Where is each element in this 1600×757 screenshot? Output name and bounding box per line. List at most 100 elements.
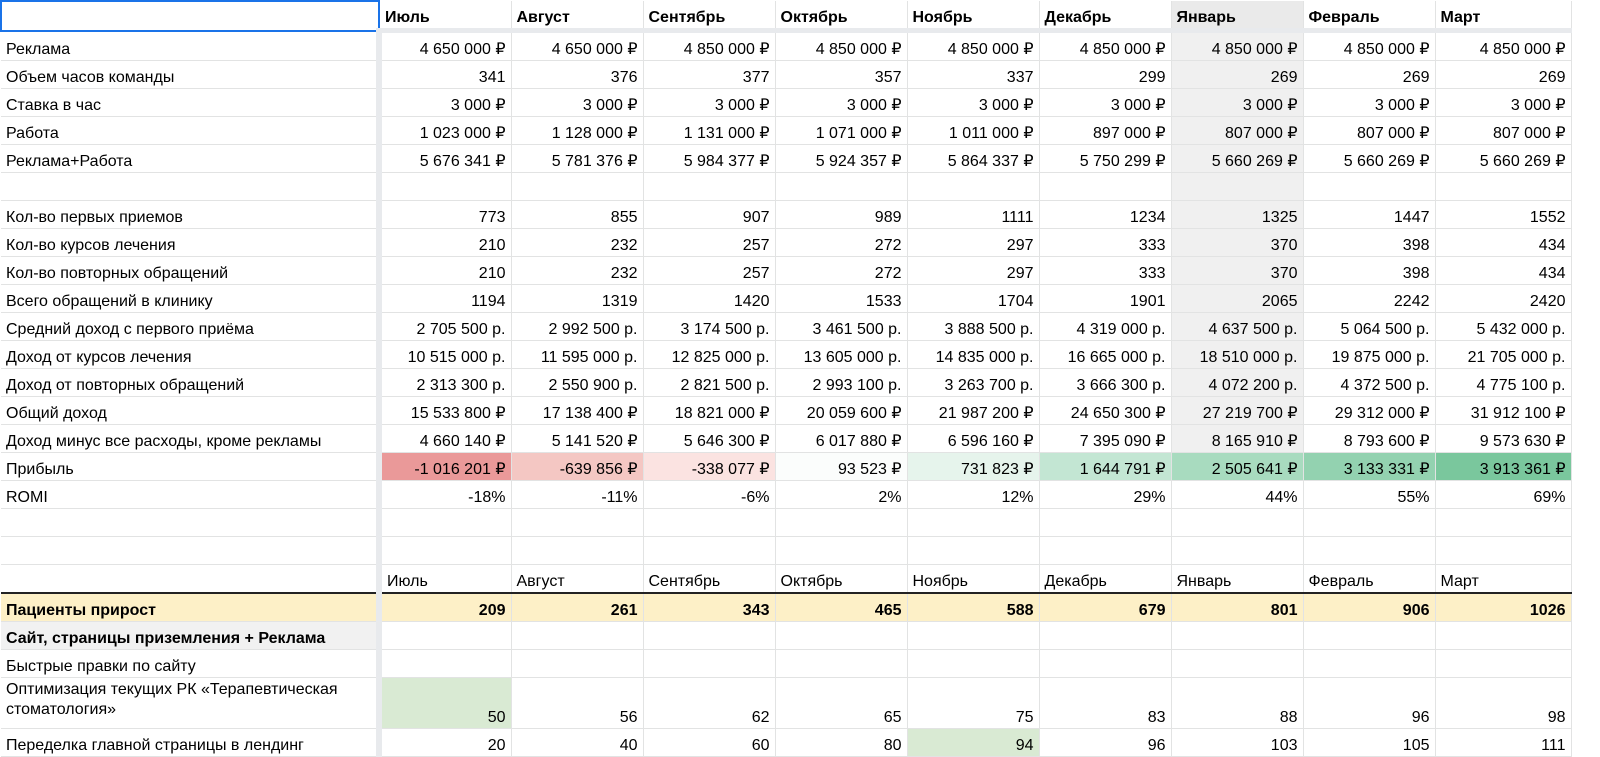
value-cell[interactable]: 1552: [1435, 200, 1572, 229]
value-cell[interactable]: 5 924 357 ₽: [775, 144, 908, 173]
value-cell[interactable]: 16 665 000 р.: [1039, 340, 1172, 369]
value-cell[interactable]: 376: [511, 60, 644, 89]
row-label[interactable]: Кол-во повторных обращений: [1, 256, 382, 285]
empty-cell[interactable]: [1435, 536, 1572, 565]
empty-cell[interactable]: [379, 621, 512, 650]
value-cell[interactable]: 13 605 000 р.: [775, 340, 908, 369]
profit-cell[interactable]: -338 077 ₽: [643, 452, 776, 481]
romi-cell[interactable]: 69%: [1435, 480, 1572, 509]
value-cell[interactable]: 20 059 600 ₽: [775, 396, 908, 425]
row-label[interactable]: Переделка главной страницы в лендинг: [1, 728, 382, 757]
value-cell[interactable]: 19 875 000 р.: [1303, 340, 1436, 369]
value-cell[interactable]: 29 312 000 ₽: [1303, 396, 1436, 425]
growth-cell[interactable]: 1026: [1435, 592, 1572, 622]
empty-cell[interactable]: [1303, 508, 1436, 537]
empty-cell[interactable]: [907, 172, 1040, 201]
value-cell[interactable]: 7 395 090 ₽: [1039, 424, 1172, 453]
value-cell[interactable]: 4 775 100 р.: [1435, 368, 1572, 397]
value-cell[interactable]: 5 660 269 ₽: [1303, 144, 1436, 173]
value-cell[interactable]: 1 071 000 ₽: [775, 116, 908, 145]
value-cell[interactable]: 3 000 ₽: [1435, 88, 1572, 117]
value-cell[interactable]: 5 984 377 ₽: [643, 144, 776, 173]
value-cell[interactable]: 257: [643, 256, 776, 285]
value-cell[interactable]: 5 781 376 ₽: [511, 144, 644, 173]
value-cell[interactable]: 105: [1303, 728, 1436, 757]
empty-cell[interactable]: [379, 172, 512, 201]
empty-cell[interactable]: [1039, 649, 1172, 678]
section-label[interactable]: Сайт, страницы приземления + Реклама: [1, 621, 382, 650]
value-cell[interactable]: 1420: [643, 284, 776, 313]
profit-cell[interactable]: 731 823 ₽: [907, 452, 1040, 481]
empty-cell[interactable]: [907, 508, 1040, 537]
value-cell[interactable]: 807 000 ₽: [1435, 116, 1572, 145]
value-cell[interactable]: 21 705 000 р.: [1435, 340, 1572, 369]
value-cell[interactable]: 2 992 500 р.: [511, 312, 644, 341]
empty-cell[interactable]: [643, 621, 776, 650]
romi-cell[interactable]: -11%: [511, 480, 644, 509]
empty-cell[interactable]: [643, 508, 776, 537]
value-cell[interactable]: 56: [511, 677, 644, 729]
value-cell[interactable]: 5 864 337 ₽: [907, 144, 1040, 173]
value-cell[interactable]: 3 000 ₽: [1303, 88, 1436, 117]
empty-cell[interactable]: [1, 172, 382, 201]
value-cell[interactable]: 4 650 000 ₽: [379, 30, 512, 61]
empty-cell[interactable]: [907, 649, 1040, 678]
value-cell[interactable]: 98: [1435, 677, 1572, 729]
value-cell[interactable]: 5 646 300 ₽: [643, 424, 776, 453]
romi-cell[interactable]: 12%: [907, 480, 1040, 509]
row-label[interactable]: Объем часов команды: [1, 60, 382, 89]
value-cell[interactable]: 111: [1435, 728, 1572, 757]
value-cell[interactable]: 377: [643, 60, 776, 89]
empty-cell[interactable]: [1, 564, 382, 594]
empty-cell[interactable]: [1435, 649, 1572, 678]
value-cell[interactable]: 2 313 300 р.: [379, 368, 512, 397]
value-cell[interactable]: 398: [1303, 228, 1436, 257]
value-cell[interactable]: 257: [643, 228, 776, 257]
row-label[interactable]: Пациенты прирост: [1, 592, 382, 622]
value-cell[interactable]: 17 138 400 ₽: [511, 396, 644, 425]
value-cell[interactable]: 807 000 ₽: [1171, 116, 1304, 145]
value-cell[interactable]: 88: [1171, 677, 1304, 729]
value-cell[interactable]: 269: [1435, 60, 1572, 89]
row-label[interactable]: Доход от курсов лечения: [1, 340, 382, 369]
row-label[interactable]: Доход от повторных обращений: [1, 368, 382, 397]
empty-cell[interactable]: [1, 508, 382, 537]
growth-cell[interactable]: 801: [1171, 592, 1304, 622]
value-cell[interactable]: 3 000 ₽: [643, 88, 776, 117]
empty-cell[interactable]: [1039, 172, 1172, 201]
value-cell[interactable]: 4 372 500 р.: [1303, 368, 1436, 397]
empty-cell[interactable]: [511, 536, 644, 565]
selected-cell[interactable]: [0, 0, 380, 32]
month-subheader[interactable]: Март: [1435, 564, 1572, 594]
value-cell[interactable]: 94: [907, 728, 1040, 757]
value-cell[interactable]: 337: [907, 60, 1040, 89]
value-cell[interactable]: 4 850 000 ₽: [907, 30, 1040, 61]
value-cell[interactable]: 5 141 520 ₽: [511, 424, 644, 453]
value-cell[interactable]: 3 461 500 р.: [775, 312, 908, 341]
value-cell[interactable]: 232: [511, 256, 644, 285]
month-header[interactable]: Декабрь: [1039, 1, 1172, 33]
romi-cell[interactable]: 29%: [1039, 480, 1172, 509]
value-cell[interactable]: 5 750 299 ₽: [1039, 144, 1172, 173]
profit-cell[interactable]: 1 644 791 ₽: [1039, 452, 1172, 481]
empty-cell[interactable]: [1435, 508, 1572, 537]
value-cell[interactable]: 272: [775, 256, 908, 285]
value-cell[interactable]: 60: [643, 728, 776, 757]
value-cell[interactable]: 96: [1039, 728, 1172, 757]
growth-cell[interactable]: 209: [379, 592, 512, 622]
value-cell[interactable]: 103: [1171, 728, 1304, 757]
value-cell[interactable]: 96: [1303, 677, 1436, 729]
value-cell[interactable]: 31 912 100 ₽: [1435, 396, 1572, 425]
row-label[interactable]: Всего обращений в клинику: [1, 284, 382, 313]
row-label[interactable]: Средний доход с первого приёма: [1, 312, 382, 341]
value-cell[interactable]: 398: [1303, 256, 1436, 285]
row-label[interactable]: Прибыль: [1, 452, 382, 481]
value-cell[interactable]: 210: [379, 256, 512, 285]
empty-cell[interactable]: [775, 172, 908, 201]
value-cell[interactable]: 4 850 000 ₽: [643, 30, 776, 61]
empty-cell[interactable]: [775, 621, 908, 650]
value-cell[interactable]: 3 263 700 р.: [907, 368, 1040, 397]
month-subheader[interactable]: Ноябрь: [907, 564, 1040, 594]
value-cell[interactable]: 297: [907, 228, 1040, 257]
growth-cell[interactable]: 588: [907, 592, 1040, 622]
